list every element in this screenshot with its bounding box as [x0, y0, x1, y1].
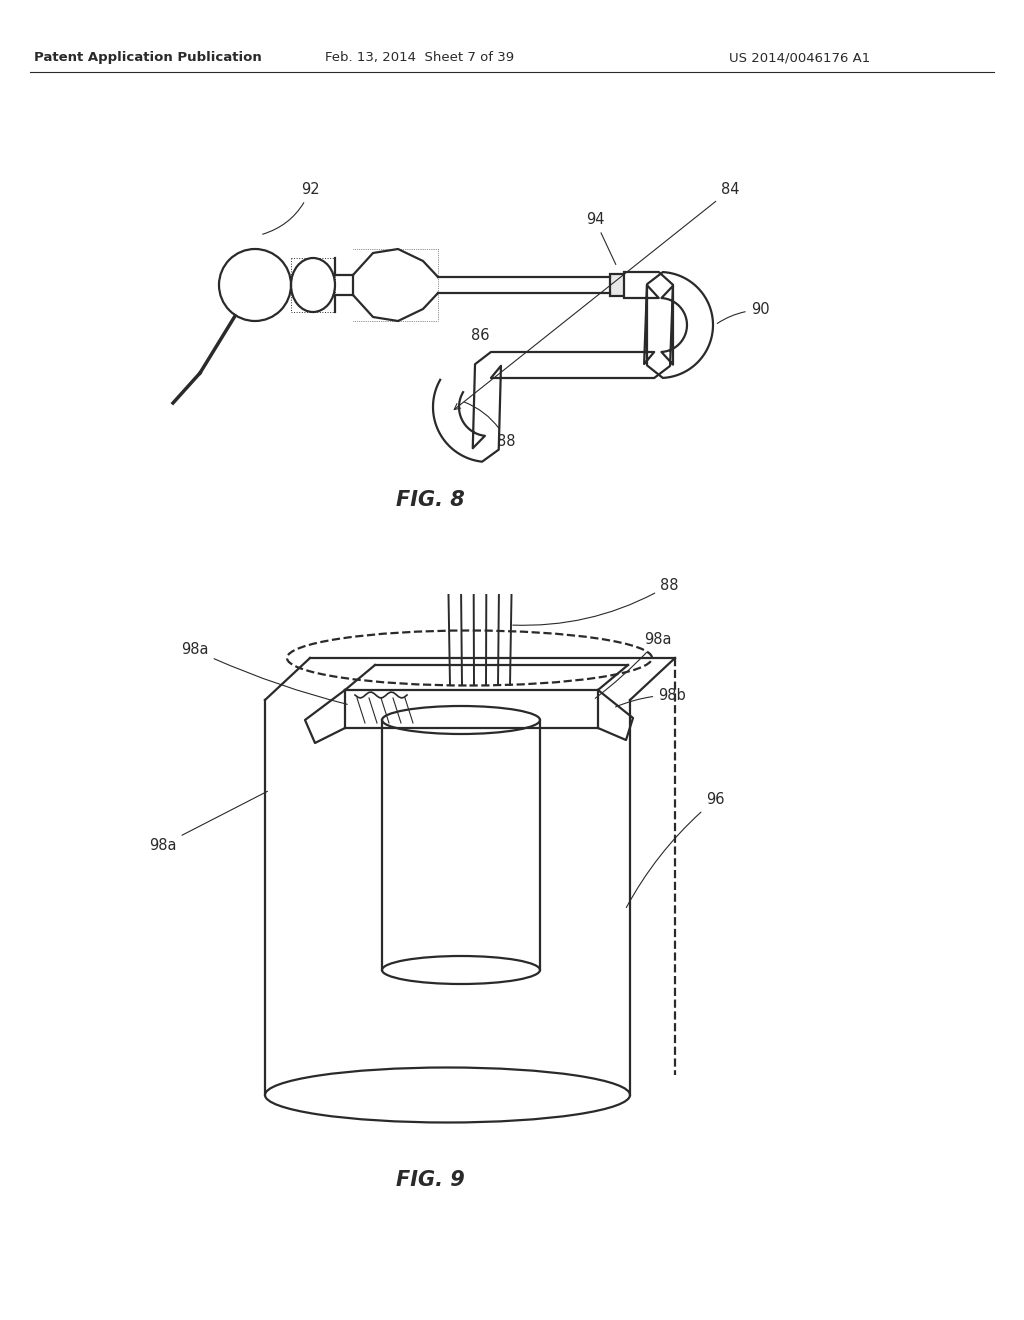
Text: 98a: 98a	[595, 632, 672, 698]
Text: 84: 84	[455, 182, 739, 409]
Text: 90: 90	[717, 302, 769, 323]
Text: US 2014/0046176 A1: US 2014/0046176 A1	[729, 51, 870, 65]
Text: 98a: 98a	[181, 643, 347, 705]
Text: 94: 94	[586, 213, 615, 264]
Text: 88: 88	[513, 578, 679, 626]
Text: Feb. 13, 2014  Sheet 7 of 39: Feb. 13, 2014 Sheet 7 of 39	[326, 51, 515, 65]
Text: 96: 96	[627, 792, 724, 908]
Text: 98b: 98b	[615, 688, 686, 708]
Text: 98a: 98a	[150, 791, 267, 853]
Text: 92: 92	[263, 182, 319, 234]
Text: FIG. 8: FIG. 8	[395, 490, 464, 510]
Text: Patent Application Publication: Patent Application Publication	[34, 51, 262, 65]
Text: FIG. 9: FIG. 9	[395, 1170, 464, 1191]
Text: 88: 88	[464, 403, 516, 449]
Bar	[610, 275, 624, 296]
Text: 86: 86	[471, 327, 489, 342]
